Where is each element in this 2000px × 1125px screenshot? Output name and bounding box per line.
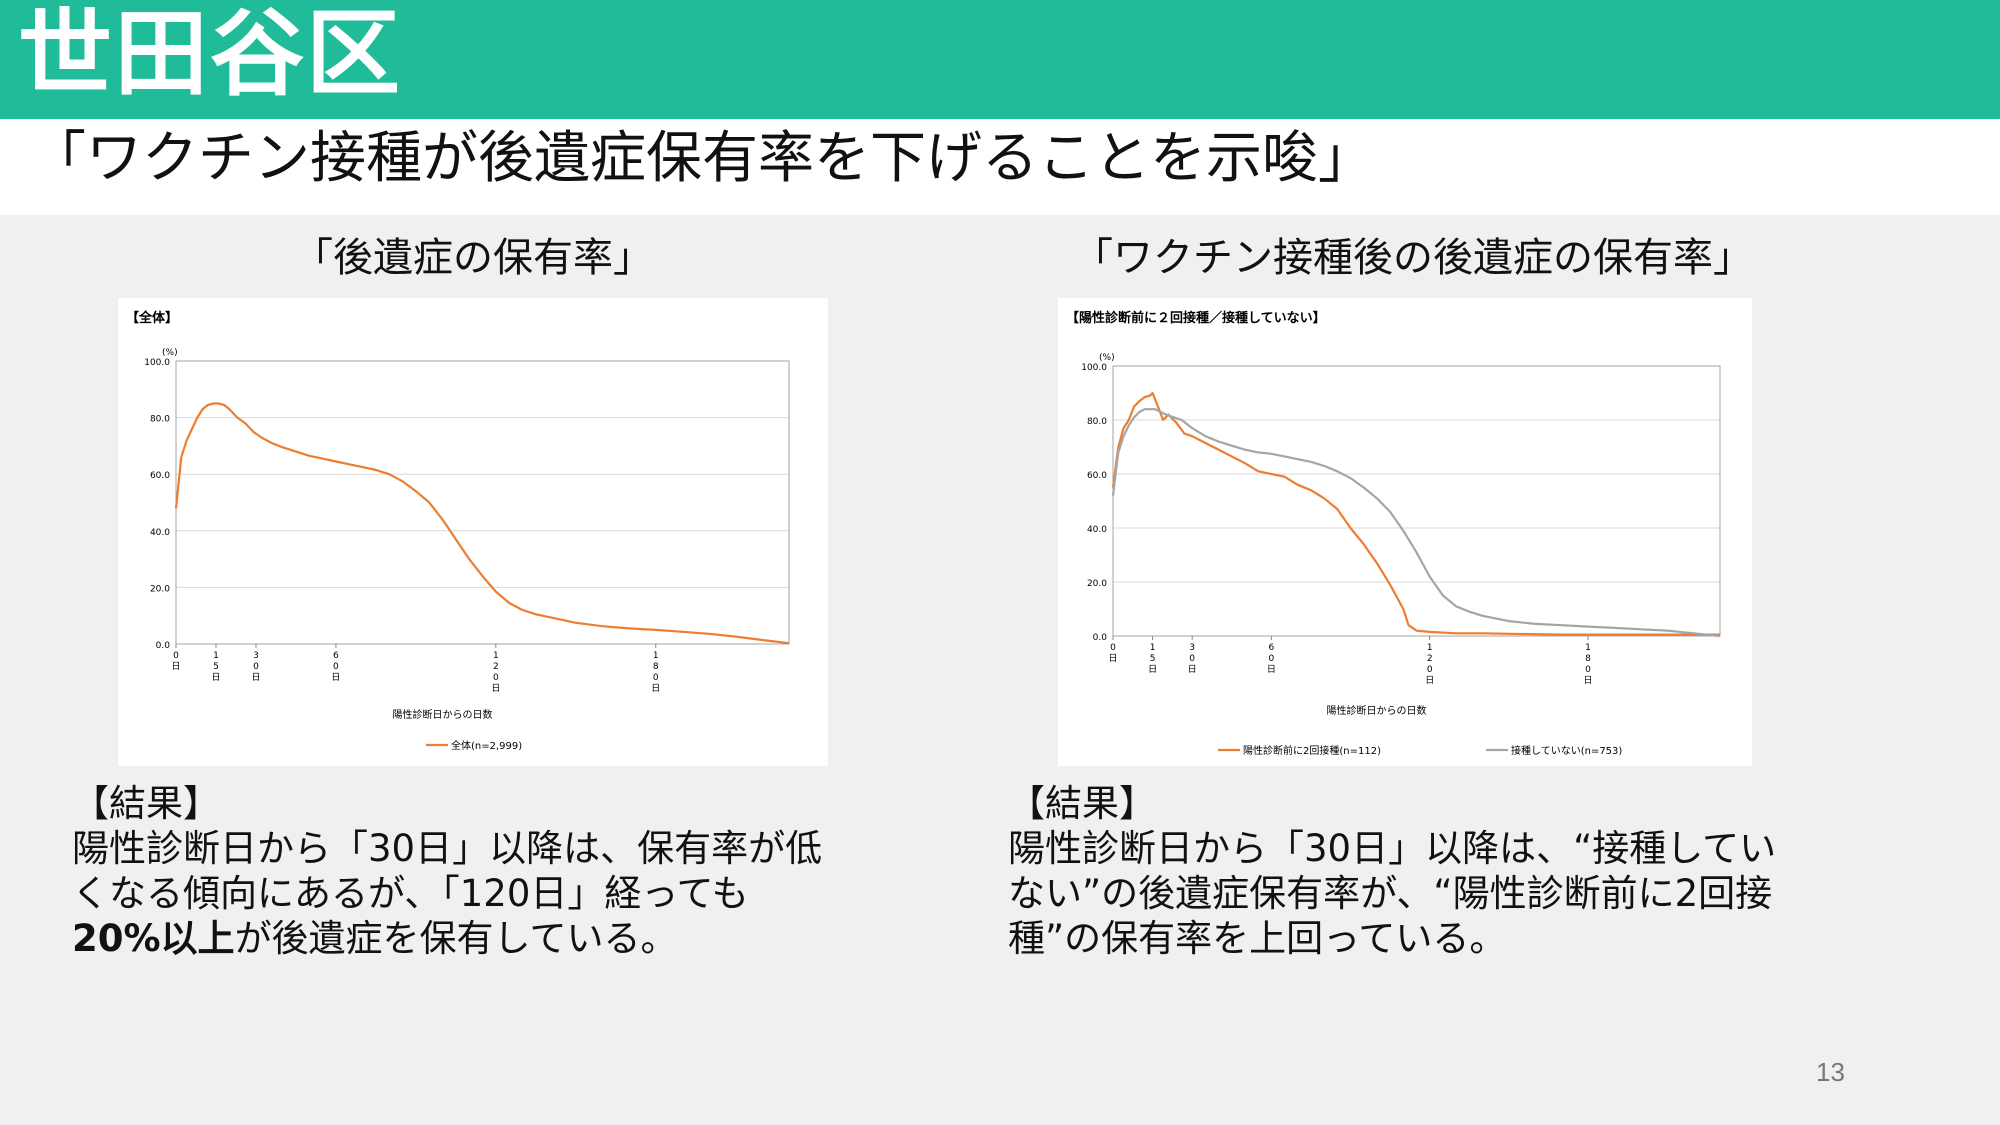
page-number: 13 <box>1816 1057 1845 1087</box>
overall-chart: 【全体】 (%) 100.0 80.0 60.0 40.0 20.0 0.0 0 日 1 5 日 3 0 日 6… <box>118 298 828 766</box>
overall-series-line-1 <box>174 402 790 645</box>
overall-y-unit: (%) <box>162 348 178 358</box>
page-title: 世田谷区 <box>18 0 403 109</box>
overall-y-tick-label: 100.0 <box>144 358 170 368</box>
vaccination-y-tick-label: 40.0 <box>1087 525 1107 535</box>
vaccination-y-tick-label: 100.0 <box>1081 363 1107 373</box>
left-result-line-2: くなる傾向にあるが、「120日」経っても <box>72 872 749 915</box>
left-result-line-3-rest: が後遺症を保有している。 <box>234 917 678 960</box>
left-result-text: 陽性診断日から「30日」以降は、保有率が低 くなる傾向にあるが、「120日」経っ… <box>72 826 822 961</box>
right-panel-heading: 「ワクチン接種後の後遺症の保有率」 <box>1073 235 1753 281</box>
vaccination-chart-svg: 【陽性診断前に２回接種／接種していない】 (%)100.0 80.0 60.0 40.0… <box>1066 310 1721 757</box>
page-subtitle: 「ワクチン接種が後遺症保有率を下げることを示唆」 <box>30 126 1374 191</box>
right-result-line-3: 種”の保有率を上回っている。 <box>1008 917 1507 960</box>
left-result-heading: 【結果】 <box>72 782 220 825</box>
vaccination-y-tick-label: 0.0 <box>1093 633 1108 643</box>
overall-y-tick-label: 20.0 <box>150 584 170 594</box>
header-band <box>0 0 2000 119</box>
right-result-heading: 【結果】 <box>1008 782 1156 825</box>
overall-plot-frame <box>175 360 790 645</box>
overall-y-tick-label: 40.0 <box>150 528 170 538</box>
overall-chart-svg: 【全体】 (%)100.0 80.0 60.0 40.0 20.0 0.00 日 1 5 日 3 0 日 6… <box>126 310 790 752</box>
left-result-line-1: 陽性診断日から「30日」以降は、保有率が低 <box>72 827 823 870</box>
vaccination-legend-label-2: 接種していない(n=753) <box>1511 744 1622 757</box>
vaccination-y-tick-label: 20.0 <box>1087 579 1107 589</box>
overall-y-tick-label: 0.0 <box>156 641 171 651</box>
vaccination-x-axis-label: 陽性診断日からの日数 <box>1327 704 1427 717</box>
right-result-text: 陽性診断日から「30日」以降は、“接種してい ない”の後遺症保有率が、“陽性診断… <box>1008 826 1776 961</box>
left-result-line-3: 20%以上が後遺症を保有している。 <box>72 916 822 961</box>
overall-x-axis-label: 陽性診断日からの日数 <box>393 708 493 721</box>
vaccination-y-tick-label: 60.0 <box>1087 471 1107 481</box>
overall-y-tick-label: 80.0 <box>150 415 170 425</box>
vaccination-y-tick-label: 80.0 <box>1087 417 1107 427</box>
vaccination-chart: 【陽性診断前に２回接種／接種していない】 (%) 100.0 80.0 60.0 40.0… <box>1058 298 1752 766</box>
vaccination-y-unit: (%) <box>1099 353 1115 363</box>
overall-chart-title: 【全体】 <box>126 310 178 326</box>
overall-legend-label-1: 全体(n=2,999) <box>451 739 522 752</box>
subtitle-band <box>0 119 2000 215</box>
right-result-line-2: ない”の後遺症保有率が、“陽性診断前に2回接 <box>1008 872 1773 915</box>
right-result-line-1: 陽性診断日から「30日」以降は、“接種してい <box>1008 827 1777 870</box>
left-panel-heading: 「後遺症の保有率」 <box>293 235 653 281</box>
vaccination-series-line-2 <box>1111 408 1721 638</box>
vaccination-series-line-1 <box>1111 391 1720 636</box>
vaccination-plot-frame <box>1112 365 1721 637</box>
vaccination-legend-label-1: 陽性診断前に2回接種(n=112) <box>1243 744 1381 757</box>
overall-y-tick-label: 60.0 <box>150 471 170 481</box>
vaccination-chart-title: 【陽性診断前に２回接種／接種していない】 <box>1066 310 1326 326</box>
left-result-emphasis: 20%以上 <box>72 917 235 960</box>
